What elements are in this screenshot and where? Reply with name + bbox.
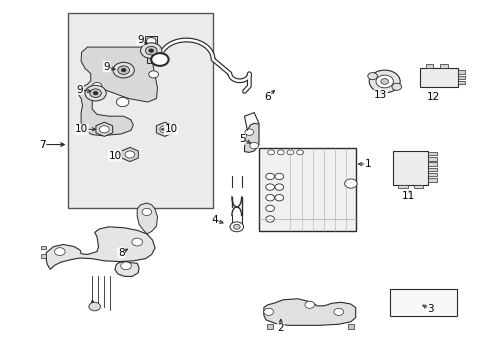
Circle shape bbox=[89, 302, 100, 311]
Bar bbox=[425, 64, 432, 68]
Polygon shape bbox=[156, 122, 173, 136]
Circle shape bbox=[333, 308, 343, 315]
Circle shape bbox=[249, 143, 258, 149]
Circle shape bbox=[267, 150, 274, 155]
Circle shape bbox=[121, 68, 126, 72]
Text: 13: 13 bbox=[373, 90, 386, 100]
Polygon shape bbox=[96, 122, 112, 136]
Text: 5: 5 bbox=[238, 134, 245, 144]
Text: 7: 7 bbox=[39, 140, 46, 149]
Text: 9: 9 bbox=[137, 35, 143, 45]
Bar bbox=[427, 152, 436, 155]
Circle shape bbox=[121, 262, 131, 270]
Circle shape bbox=[368, 70, 399, 93]
Circle shape bbox=[375, 75, 393, 88]
Bar bbox=[457, 81, 465, 84]
Circle shape bbox=[367, 73, 377, 80]
Circle shape bbox=[265, 173, 274, 180]
Circle shape bbox=[148, 71, 158, 78]
Circle shape bbox=[277, 150, 284, 155]
Circle shape bbox=[93, 91, 98, 95]
Bar bbox=[427, 173, 436, 176]
Text: 7: 7 bbox=[39, 140, 46, 149]
Bar bbox=[266, 324, 272, 329]
Text: 4: 4 bbox=[211, 215, 217, 225]
Circle shape bbox=[265, 205, 274, 212]
Polygon shape bbox=[78, 47, 157, 136]
Bar bbox=[427, 162, 436, 166]
Circle shape bbox=[244, 129, 253, 135]
Text: 10: 10 bbox=[164, 124, 177, 134]
Bar bbox=[145, 36, 157, 44]
Circle shape bbox=[54, 248, 65, 256]
Text: 9: 9 bbox=[103, 62, 110, 72]
Polygon shape bbox=[264, 299, 355, 325]
Circle shape bbox=[92, 82, 102, 90]
Bar bbox=[427, 168, 436, 171]
Bar bbox=[427, 178, 436, 182]
Circle shape bbox=[142, 208, 151, 215]
Circle shape bbox=[233, 224, 240, 229]
Circle shape bbox=[296, 150, 303, 155]
Text: 9: 9 bbox=[77, 85, 83, 95]
Circle shape bbox=[274, 194, 283, 201]
Circle shape bbox=[286, 150, 293, 155]
Text: 3: 3 bbox=[427, 304, 433, 314]
Circle shape bbox=[274, 173, 283, 180]
Polygon shape bbox=[122, 147, 138, 162]
Text: 10: 10 bbox=[108, 151, 121, 161]
Circle shape bbox=[344, 179, 356, 188]
Circle shape bbox=[229, 222, 243, 232]
Bar bbox=[259, 148, 355, 231]
Circle shape bbox=[148, 49, 153, 53]
Bar bbox=[457, 71, 465, 74]
Bar bbox=[397, 185, 407, 188]
Circle shape bbox=[145, 46, 157, 55]
Circle shape bbox=[160, 126, 169, 133]
Polygon shape bbox=[46, 227, 155, 276]
Circle shape bbox=[85, 85, 106, 101]
Bar bbox=[146, 42, 155, 63]
Circle shape bbox=[140, 43, 162, 58]
Circle shape bbox=[274, 184, 283, 190]
Bar bbox=[389, 289, 456, 316]
Circle shape bbox=[380, 78, 388, 84]
Circle shape bbox=[113, 62, 134, 78]
Circle shape bbox=[132, 238, 142, 246]
Text: 11: 11 bbox=[402, 191, 415, 201]
Circle shape bbox=[265, 194, 274, 201]
Circle shape bbox=[125, 151, 135, 158]
Bar bbox=[413, 185, 423, 188]
Text: 1: 1 bbox=[364, 159, 370, 169]
Circle shape bbox=[116, 98, 129, 107]
Polygon shape bbox=[244, 123, 259, 152]
Bar bbox=[457, 76, 465, 79]
Polygon shape bbox=[137, 203, 157, 234]
Bar bbox=[427, 157, 436, 161]
Text: 8: 8 bbox=[118, 248, 124, 258]
Text: 2: 2 bbox=[277, 323, 284, 333]
Circle shape bbox=[151, 53, 168, 66]
Circle shape bbox=[391, 83, 401, 90]
Circle shape bbox=[90, 89, 101, 98]
Bar bbox=[419, 68, 457, 87]
Circle shape bbox=[146, 37, 156, 45]
Bar bbox=[393, 150, 427, 185]
Circle shape bbox=[99, 126, 109, 133]
Circle shape bbox=[118, 66, 129, 75]
Bar bbox=[68, 13, 213, 208]
Bar bbox=[439, 64, 447, 68]
Circle shape bbox=[264, 308, 273, 315]
Text: 6: 6 bbox=[264, 92, 270, 102]
Circle shape bbox=[265, 216, 274, 222]
Text: 10: 10 bbox=[75, 124, 88, 134]
Bar bbox=[347, 324, 353, 329]
Bar bbox=[41, 246, 46, 249]
Bar bbox=[41, 255, 46, 258]
Circle shape bbox=[265, 184, 274, 190]
Circle shape bbox=[305, 301, 314, 308]
Text: 12: 12 bbox=[426, 92, 439, 102]
